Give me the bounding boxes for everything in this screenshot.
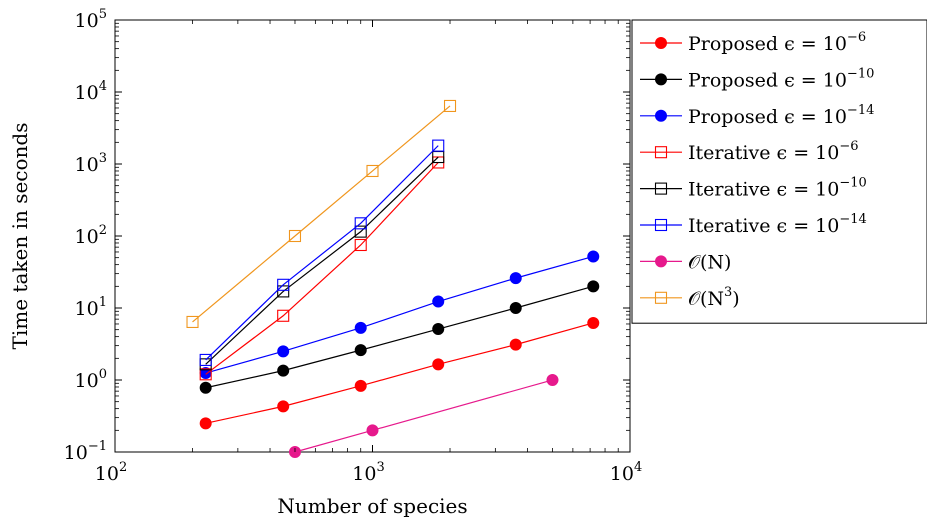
series-line <box>205 156 439 365</box>
data-point <box>277 285 290 298</box>
data-point <box>587 316 600 329</box>
data-point <box>277 278 290 291</box>
plot-area <box>114 19 631 453</box>
series-line <box>205 285 594 389</box>
series-3 <box>199 156 445 381</box>
data-point <box>432 358 445 371</box>
y-tick-label: 104 <box>75 79 107 104</box>
legend-swatch-marker <box>655 37 667 49</box>
data-point <box>509 302 522 314</box>
data-point <box>354 379 367 392</box>
data-point <box>199 417 212 430</box>
legend-label: Proposed ϵ = 10−6 <box>688 30 866 55</box>
legend-label: Proposed ϵ = 10−10 <box>688 66 874 91</box>
legend-entry: Iterative ϵ = 10−10 <box>640 176 867 201</box>
legend: Proposed ϵ = 10−6 Proposed ϵ = 10−10 Propo… <box>631 19 927 324</box>
data-point <box>277 309 290 322</box>
x-tick-label: 103 <box>352 460 384 485</box>
legend-label: 𝒪(N3) <box>688 285 740 310</box>
y-tick-label: 102 <box>75 223 107 248</box>
legend-entry: Proposed ϵ = 10−6 <box>640 30 866 55</box>
legend-label: Iterative ϵ = 10−14 <box>688 212 867 237</box>
data-point <box>432 323 445 336</box>
legend-label: Iterative ϵ = 10−6 <box>688 139 859 164</box>
legend-entry: 𝒪(N) <box>640 251 731 273</box>
data-point <box>432 139 445 152</box>
series-line <box>192 105 451 323</box>
data-point <box>366 164 379 178</box>
legend-swatch-marker <box>655 73 667 86</box>
data-point <box>587 280 600 293</box>
legend-swatch-marker <box>654 218 668 232</box>
data-point <box>199 353 212 366</box>
axes-layer: 102 103 104 10−1 100 101 102 103 104 105 <box>64 7 643 485</box>
data-point <box>354 321 367 334</box>
data-point <box>587 250 600 263</box>
legend-box <box>631 19 927 324</box>
data-point <box>509 338 522 351</box>
legend-label: 𝒪(N) <box>688 251 731 273</box>
series-0 <box>199 316 600 430</box>
y-tick-label: 101 <box>75 295 107 320</box>
series-line <box>205 162 439 375</box>
y-tick-label: 103 <box>75 151 107 176</box>
series-7 <box>186 99 457 329</box>
data-point <box>277 345 290 358</box>
data-point <box>199 381 212 394</box>
x-axis-title: Number of species <box>277 494 467 518</box>
data-point <box>354 225 367 238</box>
legend-entry: 𝒪(N3) <box>640 285 740 310</box>
series-1 <box>199 280 600 394</box>
series-line <box>205 255 594 374</box>
legend-swatch-marker <box>654 291 668 304</box>
y-axis-title: Time taken in seconds <box>8 123 32 350</box>
series-line <box>205 322 594 424</box>
legend-swatch-marker <box>655 109 667 122</box>
y-tick-label: 105 <box>75 7 107 32</box>
data-point <box>354 238 367 252</box>
legend-swatch-marker <box>654 182 668 195</box>
legend-entry: Iterative ϵ = 10−6 <box>640 139 859 164</box>
series-line <box>205 145 439 361</box>
data-point <box>277 364 290 377</box>
data-point <box>432 295 445 308</box>
legend-label: Iterative ϵ = 10−10 <box>688 176 867 201</box>
legend-entry: Iterative ϵ = 10−14 <box>640 212 867 237</box>
data-point <box>354 217 367 230</box>
legend-swatch-marker <box>655 255 667 268</box>
data-point <box>546 374 559 386</box>
x-tick-label: 104 <box>610 460 642 485</box>
data-point <box>199 368 212 381</box>
data-point <box>366 424 379 437</box>
legend-swatch-marker <box>654 146 668 159</box>
data-point <box>354 344 367 357</box>
legend-label: Proposed ϵ = 10−14 <box>688 103 874 128</box>
series-5 <box>199 139 445 366</box>
data-point <box>509 272 522 285</box>
y-tick-label: 10−1 <box>64 439 107 464</box>
data-point <box>277 400 290 413</box>
y-tick-label: 100 <box>75 367 107 392</box>
data-point <box>443 99 457 113</box>
data-point <box>186 315 199 329</box>
x-tick-label: 102 <box>95 460 127 485</box>
legend-entry: Proposed ϵ = 10−10 <box>640 66 874 91</box>
legend-entry: Proposed ϵ = 10−14 <box>640 103 874 128</box>
data-point <box>288 229 302 243</box>
series-layer <box>186 99 600 458</box>
plot-frame <box>114 19 631 453</box>
